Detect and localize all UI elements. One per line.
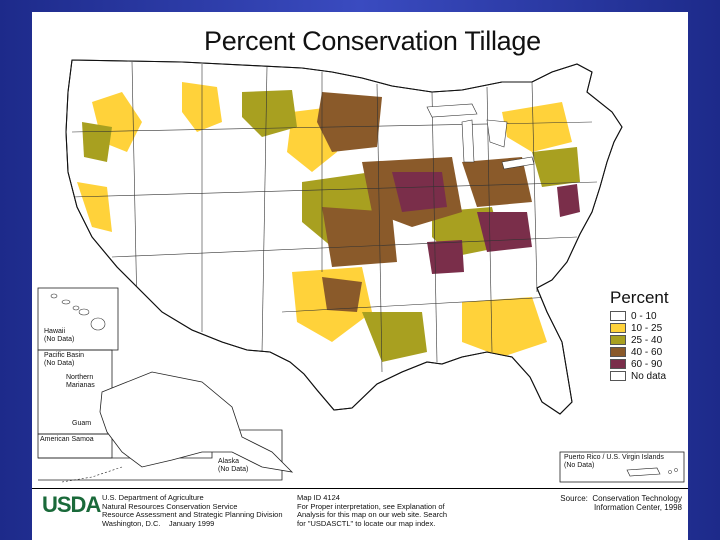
legend-label: 25 - 40	[631, 334, 663, 346]
agency-text: U.S. Department of Agriculture Natural R…	[102, 493, 283, 528]
legend-label: 0 - 10	[631, 310, 657, 322]
lake-superior	[426, 103, 478, 118]
map-title: Percent Conservation Tillage	[204, 26, 541, 56]
guam-label: Guam	[72, 420, 92, 427]
lake-michigan	[461, 119, 475, 163]
region-tx-brown	[322, 277, 362, 312]
lake-huron	[486, 119, 508, 148]
legend-swatch	[610, 311, 626, 321]
legend-swatch	[610, 347, 626, 357]
american-samoa-label: American Samoa	[40, 436, 94, 443]
region-oh-brown	[462, 157, 532, 207]
region-nw-olive	[82, 122, 112, 162]
puerto-rico-shape	[626, 467, 661, 477]
region-ny-olive	[532, 147, 580, 187]
region-ca-yellow	[77, 182, 112, 232]
pacific-basin-label: Pacific Basin (No Data)	[44, 352, 85, 367]
region-corn-purple	[392, 172, 447, 212]
legend-title: Percent	[610, 288, 669, 307]
region-ks-brown	[322, 207, 397, 267]
legend-item: 60 - 90	[610, 358, 666, 370]
legend-swatch	[610, 323, 626, 333]
region-mt-olive	[242, 90, 297, 137]
alaska-shape	[99, 371, 294, 473]
footer-divider	[32, 488, 688, 489]
alaska-label: Alaska (No Data)	[218, 458, 249, 473]
region-southeast-yellow	[462, 297, 547, 357]
legend-label: No data	[631, 370, 667, 382]
legend-label: 40 - 60	[631, 346, 663, 358]
conus-map	[37, 59, 685, 483]
alaska-inset-frame	[38, 429, 283, 481]
region-md-purple	[557, 184, 580, 217]
legend-swatch	[610, 371, 626, 381]
legend-swatch	[610, 359, 626, 369]
lake-erie	[501, 156, 535, 170]
puerto-rico-inset-frame	[559, 451, 685, 483]
map-id-text: Map ID 4124 For Proper interpretation, s…	[297, 493, 448, 528]
northern-marianas-label: Northern Marianas	[66, 374, 95, 389]
legend-item: 0 - 10	[610, 310, 666, 322]
legend-item: 10 - 25	[610, 322, 666, 334]
map-panel: Percent Conservation Tillage	[32, 12, 688, 540]
legend-swatch	[610, 335, 626, 345]
usda-logo: USDA	[42, 492, 101, 517]
legend: 0 - 10 10 - 25 25 - 40 40 - 60 60 - 90 N…	[610, 310, 666, 382]
legend-item: No data	[610, 370, 666, 382]
legend-item: 40 - 60	[610, 346, 666, 358]
legend-label: 60 - 90	[631, 358, 663, 370]
region-ne-yellow	[502, 102, 572, 152]
puerto-rico-label: Puerto Rico / U.S. Virgin Islands (No Da…	[564, 454, 664, 469]
legend-item: 25 - 40	[610, 334, 666, 346]
region-south-olive	[362, 312, 427, 362]
region-dakota-brown	[317, 92, 382, 152]
legend-label: 10 - 25	[631, 322, 663, 334]
region-mo-purple	[427, 240, 464, 274]
region-tn-purple	[477, 212, 532, 252]
hawaii-label: Hawaii (No Data)	[44, 328, 75, 343]
source-text: Source: Conservation Technology Informat…	[560, 494, 682, 512]
